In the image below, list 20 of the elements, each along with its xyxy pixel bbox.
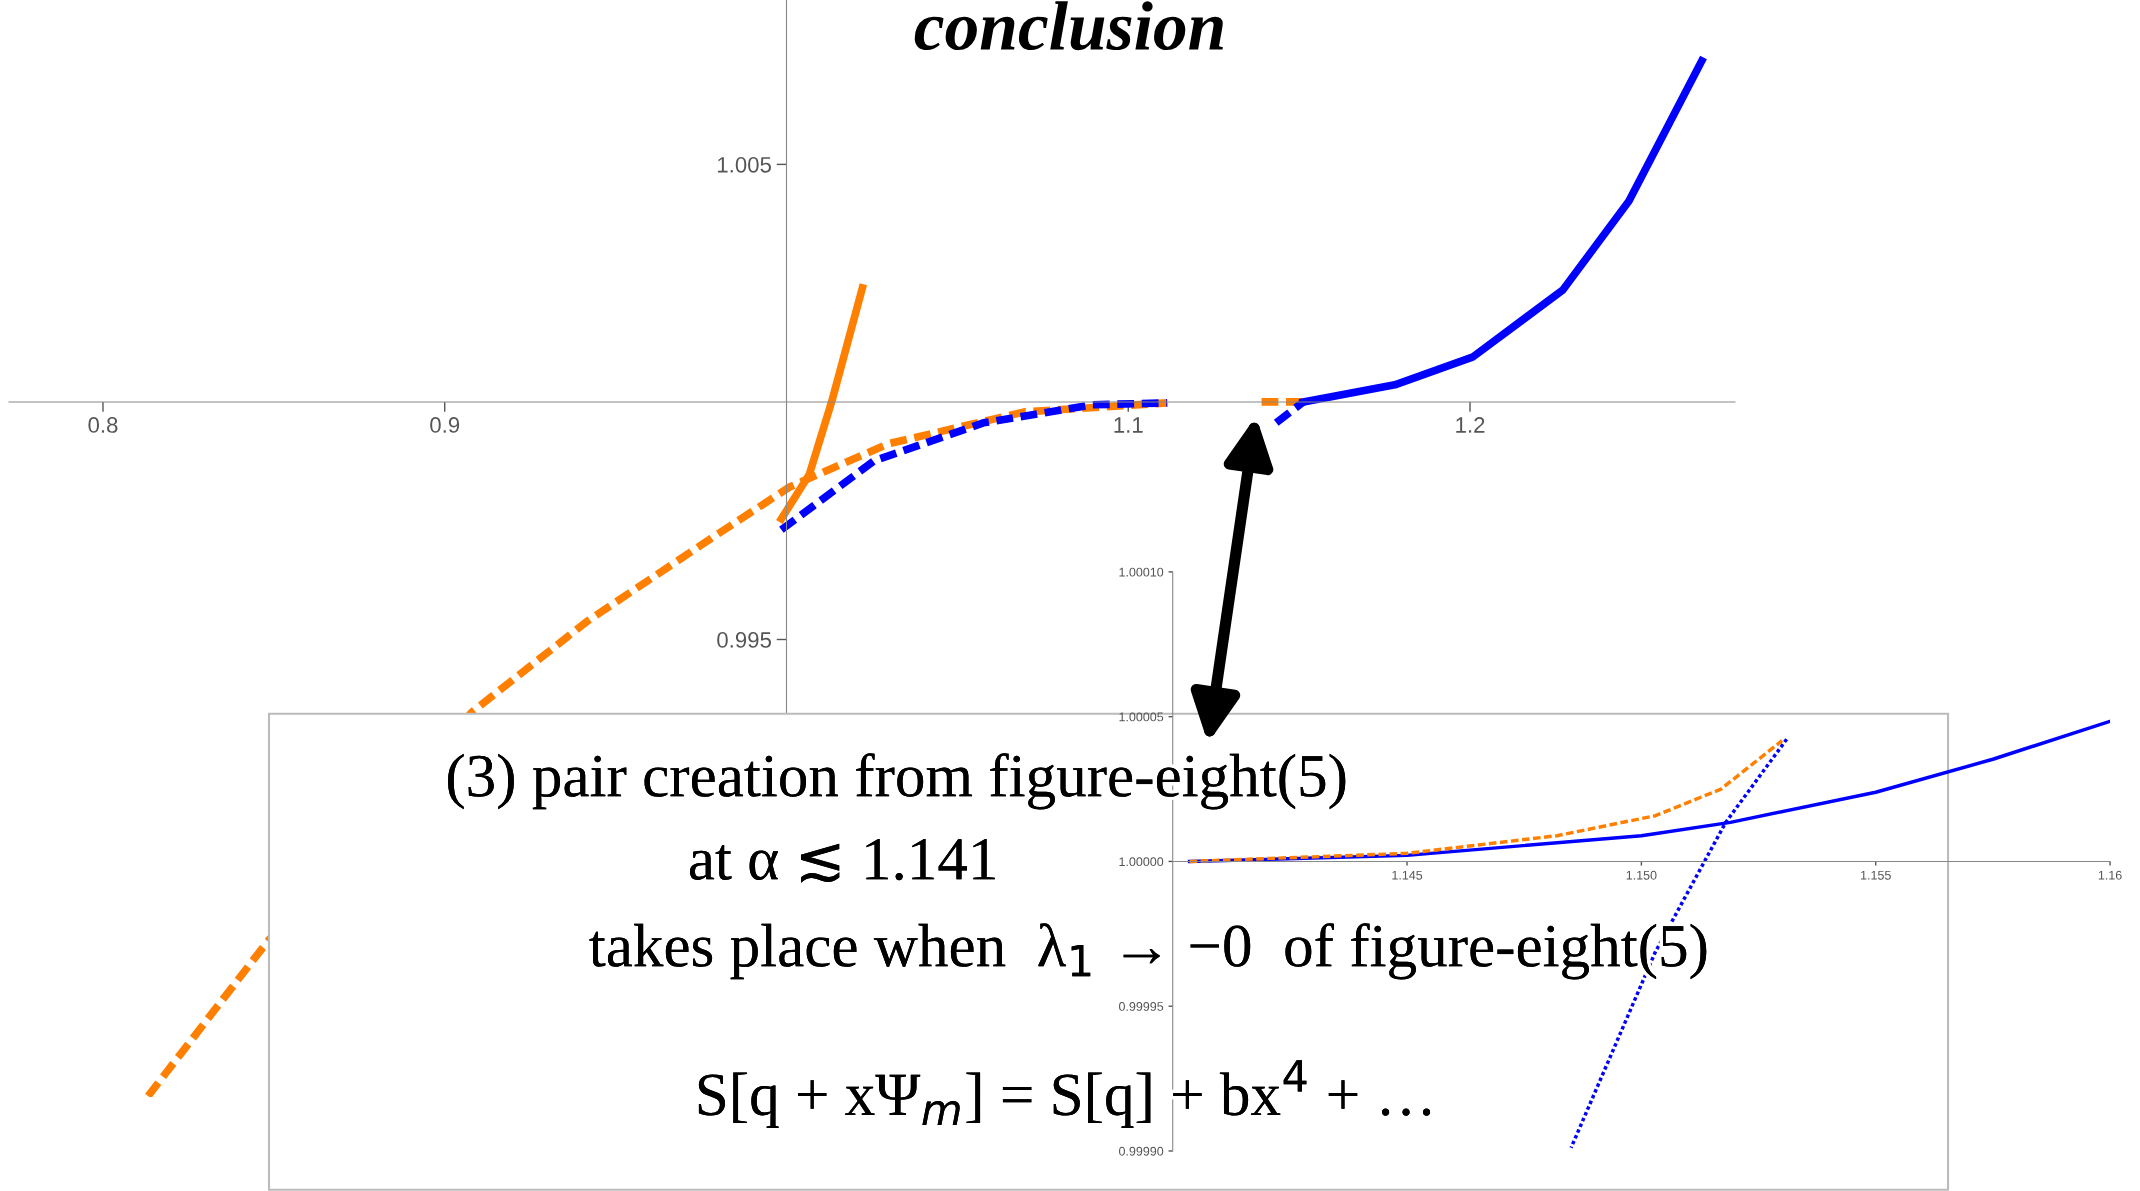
x-tick-label: 1.1: [1114, 417, 1143, 433]
annotation: takes place when λ$_{1}$ → −0 of figure-eight(5): [589, 923, 1707, 980]
x-tick-label: 1.16: [2098, 870, 2122, 880]
annotation: at α ≲ 1.141: [689, 839, 995, 883]
x-tick-label: 0.9: [430, 417, 460, 433]
y-tick-label: 1.00005: [1119, 712, 1164, 722]
x-tick-label: 0.8: [88, 417, 118, 433]
y-tick-label: 1.005: [718, 156, 771, 173]
y-tick-label: 1.00000: [1119, 857, 1164, 867]
y-tick-label: 0.995: [717, 632, 771, 648]
x-tick-label: 1.2: [1456, 417, 1485, 433]
annotation: S[q + xΨ$_{m}$] = S[q] + bx$^{4}$ + …: [698, 1060, 1431, 1128]
annotation: (3) pair creation from figure-eight(5): [448, 753, 1346, 810]
y-tick-label: 1.00010: [1119, 567, 1164, 577]
chart-title: conclusion: [914, 1, 1223, 51]
y-tick-label: 0.99995: [1119, 1002, 1164, 1011]
x-tick-label: 1.155: [1861, 870, 1891, 880]
x-tick-label: 1.150: [1626, 870, 1657, 880]
x-tick-label: 1.145: [1392, 870, 1423, 880]
y-tick-label: 0.99990: [1119, 1146, 1164, 1156]
